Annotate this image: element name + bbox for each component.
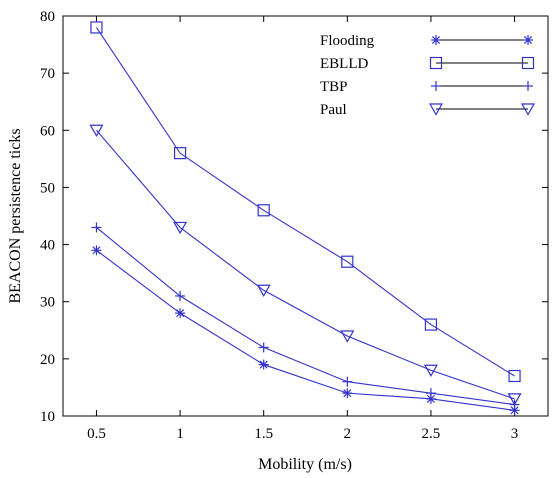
data-point-paul xyxy=(256,284,271,297)
data-point-tbp xyxy=(91,222,102,233)
legend-item-tbp: TBP xyxy=(320,79,533,95)
legend-marker xyxy=(523,35,533,45)
data-point-paul xyxy=(340,330,355,343)
data-point-tbp xyxy=(258,342,269,353)
series-line-eblld xyxy=(95,27,515,377)
data-point-tbp xyxy=(175,291,186,301)
y-tick-label: 70 xyxy=(40,66,55,82)
y-tick-label: 30 xyxy=(40,295,55,311)
data-point-paul xyxy=(507,393,522,406)
legend-label: TBP xyxy=(320,79,348,95)
series-paul xyxy=(89,124,522,406)
legend-marker xyxy=(429,56,443,70)
x-tick-label: 3 xyxy=(511,426,519,442)
series-flooding xyxy=(91,245,520,416)
legend-item-paul: Paul xyxy=(320,102,536,118)
data-point-eblld xyxy=(257,204,270,217)
x-axis-title: Mobility (m/s) xyxy=(258,456,352,473)
y-tick-label: 20 xyxy=(40,352,55,368)
data-point-tbp xyxy=(425,388,436,399)
series-group xyxy=(89,21,522,416)
legend-label: Paul xyxy=(320,102,347,118)
x-tick-label: 2 xyxy=(344,426,352,442)
y-tick-label: 10 xyxy=(40,409,55,425)
data-point-flooding xyxy=(509,405,520,416)
legend-marker xyxy=(431,81,441,91)
y-tick-label: 40 xyxy=(40,238,55,254)
legend-item-eblld: EBLLD xyxy=(320,56,535,72)
y-tick-label: 60 xyxy=(40,123,55,139)
data-point-flooding xyxy=(342,388,353,399)
series-tbp xyxy=(91,222,520,410)
legend-marker xyxy=(523,81,533,91)
data-point-paul xyxy=(89,124,104,137)
data-point-paul xyxy=(423,364,438,377)
y-tick-label: 80 xyxy=(40,9,55,25)
data-point-eblld xyxy=(173,147,187,160)
data-point-flooding xyxy=(91,245,102,256)
legend-label: Flooding xyxy=(320,33,375,49)
series-line-tbp xyxy=(96,227,515,406)
plot-area xyxy=(62,15,549,417)
legend-label: EBLLD xyxy=(320,56,368,72)
data-point-eblld xyxy=(508,369,521,383)
data-point-tbp xyxy=(342,376,353,387)
legend-marker xyxy=(521,56,535,70)
axis-ticks: 0.5 1 1.5 2 2.5 3 10 20 30 40 50 60 70 80 xyxy=(40,9,548,442)
data-point-paul xyxy=(173,221,188,235)
x-tick-label: 0.5 xyxy=(87,426,106,442)
data-point-eblld xyxy=(90,21,103,34)
legend-item-flooding: Flooding xyxy=(320,33,533,49)
legend: Flooding EBLLD TBP Paul xyxy=(320,33,536,118)
y-axis-title: BEACON persistence ticks xyxy=(7,128,24,303)
data-point-flooding xyxy=(258,359,269,370)
data-point-eblld xyxy=(424,318,438,331)
series-eblld xyxy=(90,21,521,383)
legend-marker xyxy=(520,103,536,116)
legend-marker xyxy=(428,103,444,116)
series-line-paul xyxy=(96,129,515,400)
y-tick-label: 50 xyxy=(40,180,55,196)
x-tick-label: 1.5 xyxy=(254,426,273,442)
x-tick-label: 2.5 xyxy=(422,426,441,442)
data-point-flooding xyxy=(175,308,186,319)
data-point-eblld xyxy=(341,255,354,268)
legend-marker xyxy=(431,35,441,45)
x-tick-label: 1 xyxy=(176,426,184,442)
series-line-flooding xyxy=(96,249,515,411)
